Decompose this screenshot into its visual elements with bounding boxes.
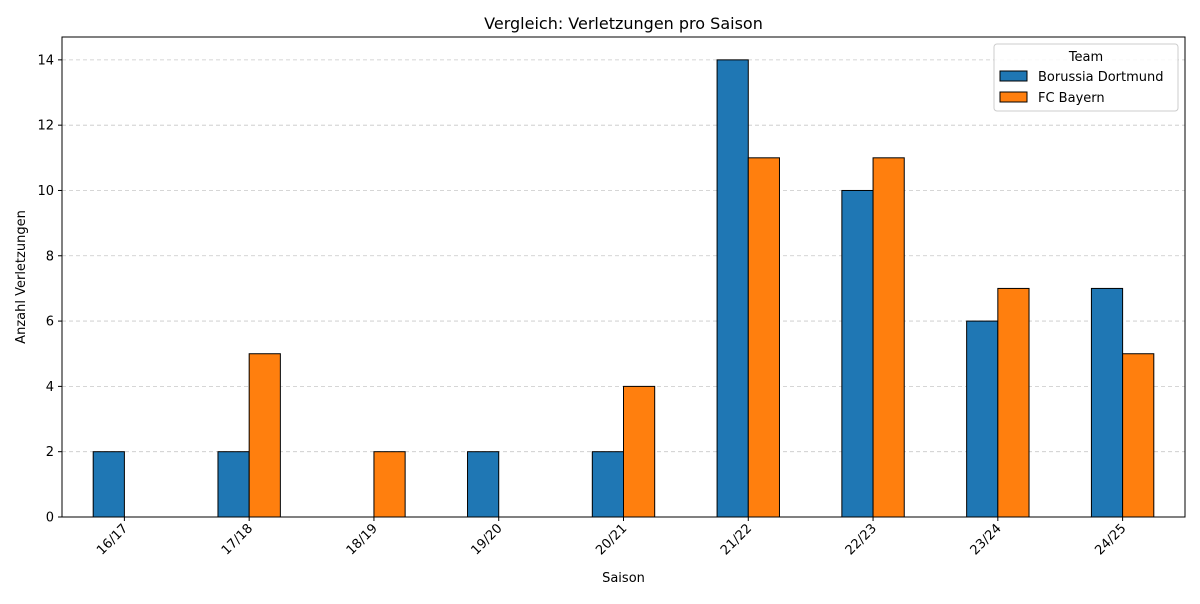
x-tick-label: 17/18 (219, 521, 256, 558)
y-tick-label: 10 (37, 184, 54, 199)
x-tick-label: 18/19 (344, 521, 381, 558)
bar-dortmund (716, 59, 749, 518)
x-tick-label: 23/24 (968, 521, 1005, 558)
bar-dortmund (1090, 287, 1124, 518)
x-tick-label: 16/17 (94, 521, 131, 558)
y-tick-label: 14 (37, 53, 54, 68)
bar-bayern (997, 287, 1030, 518)
bar-bayern (872, 157, 905, 518)
legend-label: Borussia Dortmund (1038, 70, 1164, 85)
y-axis-label: Anzahl Verletzungen (14, 210, 29, 344)
legend-title: Team (1068, 50, 1103, 65)
plot-frame (61, 36, 1186, 518)
bar-dortmund (841, 189, 874, 518)
x-tick-label: 22/23 (843, 521, 880, 558)
y-tick-label: 4 (46, 380, 54, 395)
bar-dortmund (966, 320, 999, 518)
bar-bayern (747, 157, 780, 518)
bar-dortmund (92, 451, 125, 518)
y-tick-label: 6 (46, 315, 54, 330)
legend-items: Borussia Dortmund FC Bayern (999, 70, 1164, 106)
bar-dortmund (591, 451, 624, 518)
chart-title: Vergleich: Verletzungen pro Saison (484, 14, 763, 33)
bar-bayern (248, 353, 281, 518)
bar-bayern (1122, 353, 1155, 518)
legend-label: FC Bayern (1038, 91, 1105, 106)
legend: Team Borussia Dortmund FC Bayern (993, 43, 1179, 112)
bar-bayern (373, 451, 406, 518)
y-tick-label: 0 (46, 511, 54, 526)
x-axis-label: Saison (602, 571, 645, 586)
y-tick-label: 12 (37, 119, 54, 134)
y-axis: 0 2 4 6 8 10 12 14 (37, 53, 62, 526)
bar-dortmund (217, 451, 250, 518)
x-tick-label: 19/20 (468, 521, 505, 558)
legend-swatch (999, 91, 1028, 103)
bar-bayern (623, 385, 656, 518)
y-tick-label: 2 (46, 445, 54, 460)
x-axis: 16/17 17/18 18/19 19/20 20/21 21/22 22/23 23/24… (94, 517, 1129, 558)
x-tick-label: 21/22 (718, 521, 755, 558)
y-tick-label: 8 (46, 249, 54, 264)
bar-dortmund (467, 451, 500, 518)
legend-box (993, 43, 1179, 112)
legend-swatch (999, 70, 1028, 82)
x-tick-label: 20/21 (593, 521, 630, 558)
x-tick-label: 24/25 (1092, 521, 1129, 558)
bars (92, 59, 1155, 518)
